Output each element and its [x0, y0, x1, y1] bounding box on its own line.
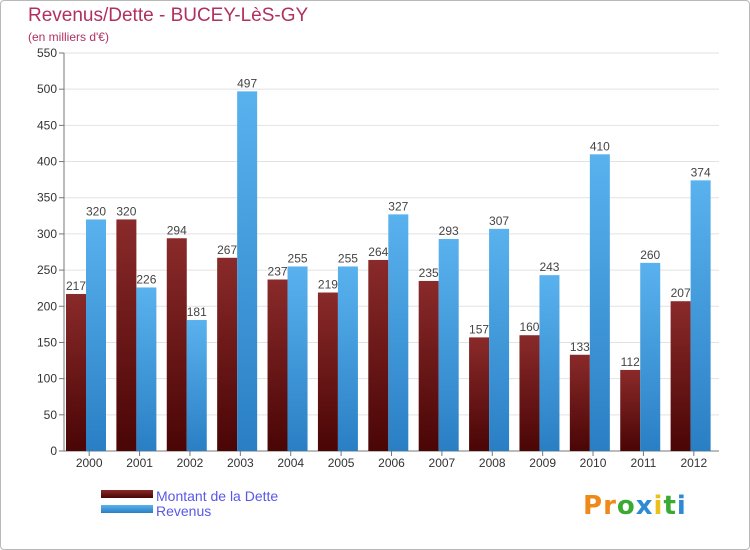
data-label-debt-2006: 264	[368, 245, 388, 259]
x-tick-label-2011: 2011	[631, 456, 657, 470]
legend-label-revenue: Revenus	[156, 503, 212, 519]
y-tick-label: 350	[37, 191, 57, 205]
bar-debt-2001	[116, 219, 137, 451]
y-tick-label: 0	[50, 444, 57, 458]
x-tick-label-2006: 2006	[378, 456, 405, 470]
data-label-revenue-2011: 260	[640, 248, 660, 262]
logo-letter: i	[653, 491, 664, 521]
bar-revenue-2008	[489, 228, 510, 451]
data-label-revenue-2002: 181	[187, 305, 207, 319]
logo-letter: t	[663, 491, 677, 521]
logo-letter: r	[603, 491, 617, 521]
proxiti-logo: Proxiti	[583, 491, 687, 521]
data-label-revenue-2007: 293	[439, 224, 459, 238]
data-label-debt-2004: 237	[268, 264, 288, 278]
bar-debt-2009	[519, 335, 540, 451]
bar-revenue-2004	[287, 266, 308, 451]
data-label-revenue-2003: 497	[237, 76, 257, 90]
bar-revenue-2005	[337, 266, 358, 451]
bar-debt-2003	[217, 257, 238, 451]
bar-debt-2010	[569, 354, 590, 451]
data-label-debt-2000: 217	[66, 279, 86, 293]
data-label-revenue-2008: 307	[489, 214, 509, 228]
y-tick-label: 550	[37, 46, 57, 60]
y-tick-label: 150	[37, 335, 57, 349]
data-label-debt-2010: 133	[570, 340, 590, 354]
data-label-revenue-2009: 243	[539, 260, 559, 274]
y-tick-label: 100	[37, 372, 57, 386]
bar-debt-2002	[166, 238, 187, 451]
bar-debt-2007	[418, 280, 439, 451]
bar-revenue-2009	[539, 275, 560, 451]
logo-letter: P	[583, 491, 604, 521]
y-tick-label: 200	[37, 299, 57, 313]
data-label-revenue-2000: 320	[86, 204, 106, 218]
bar-debt-2011	[620, 369, 641, 451]
data-label-debt-2003: 267	[217, 243, 237, 257]
bar-revenue-2010	[589, 154, 610, 452]
data-label-revenue-2006: 327	[388, 199, 408, 213]
x-tick-label-2004: 2004	[277, 456, 304, 470]
x-tick-label-2008: 2008	[479, 456, 506, 470]
bar-debt-2004	[267, 279, 288, 451]
chart-title: Revenus/Dette - BUCEY-LèS-GY	[28, 5, 309, 26]
bar-debt-2008	[469, 337, 490, 451]
bar-revenue-2012	[690, 180, 711, 452]
data-label-revenue-2005: 255	[338, 251, 358, 265]
bar-revenue-2007	[438, 238, 459, 451]
x-tick-label-2002: 2002	[177, 456, 204, 470]
y-tick-label: 50	[44, 408, 58, 422]
x-tick-label-2001: 2001	[126, 456, 153, 470]
legend-swatch-revenue	[101, 505, 153, 513]
x-tick-label-2009: 2009	[529, 456, 556, 470]
y-tick-label: 300	[37, 227, 57, 241]
bar-revenue-2011	[640, 262, 661, 451]
x-tick-label-2007: 2007	[429, 456, 456, 470]
bar-revenue-2001	[136, 287, 157, 451]
chart-subtitle: (en milliers d'€)	[28, 30, 109, 44]
bar-debt-2012	[670, 301, 691, 451]
bar-debt-2000	[66, 293, 86, 451]
x-tick-label-2012: 2012	[680, 456, 707, 470]
data-label-debt-2002: 294	[167, 223, 187, 237]
data-label-revenue-2012: 374	[691, 165, 711, 179]
logo-letter: o	[616, 491, 636, 521]
data-label-revenue-2001: 226	[136, 272, 156, 286]
data-label-revenue-2004: 255	[288, 251, 308, 265]
bar-revenue-2006	[388, 214, 409, 451]
y-tick-label: 500	[37, 82, 57, 96]
data-label-debt-2012: 207	[671, 286, 691, 300]
legend-label-debt: Montant de la Dette	[156, 488, 279, 504]
logo-letter: x	[635, 491, 654, 521]
y-tick-label: 400	[37, 155, 57, 169]
x-tick-label-2010: 2010	[580, 456, 607, 470]
data-label-revenue-2010: 410	[590, 139, 610, 153]
data-label-debt-2011: 112	[621, 355, 640, 369]
x-tick-label-2005: 2005	[328, 456, 355, 470]
y-tick-label: 450	[37, 118, 57, 132]
y-tick-label: 250	[37, 263, 57, 277]
data-label-debt-2005: 219	[318, 278, 338, 292]
bar-revenue-2003	[237, 91, 258, 452]
data-label-debt-2009: 160	[519, 320, 539, 334]
data-label-debt-2001: 320	[116, 204, 136, 218]
data-label-debt-2007: 235	[419, 266, 439, 280]
bar-revenue-2000	[86, 219, 106, 451]
legend-swatch-debt	[101, 490, 153, 498]
x-tick-label-2000: 2000	[76, 456, 103, 470]
data-label-debt-2008: 157	[469, 322, 489, 336]
bar-debt-2005	[317, 292, 338, 451]
x-tick-label-2003: 2003	[227, 456, 254, 470]
bar-revenue-2002	[186, 320, 207, 451]
bar-debt-2006	[368, 259, 389, 451]
logo-letter: i	[676, 491, 687, 521]
